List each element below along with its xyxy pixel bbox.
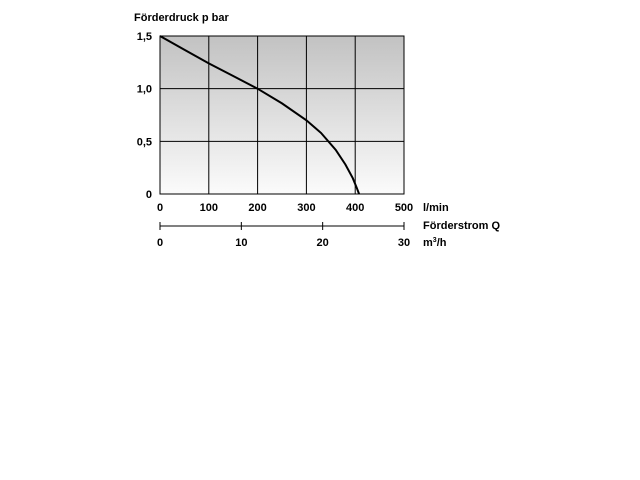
x-tick-label-3: 300 [297,202,315,214]
series-line-pump-curve [159,35,361,195]
x-tick-label-4: 400 [346,202,364,214]
y-tick-labels: 0 0,5 1,0 1,5 [137,31,152,201]
x-tick-label-2: 200 [248,202,266,214]
x2-axis-unit: m3/h [423,237,447,249]
x-axis-title: Förderstrom Q [423,220,500,232]
plot-area [159,35,405,195]
y-tick-label-2: 1,0 [137,84,152,96]
x-tick-labels: 0 100 200 300 400 500 [157,202,413,214]
x-tick-label-1: 100 [200,202,218,214]
x2-tick-label-2: 20 [317,237,329,249]
y-tick-label-0: 0 [146,189,152,201]
secondary-x-ticks: 0 10 20 30 [157,222,410,249]
x2-tick-label-0: 0 [157,237,163,249]
y-tick-label-1: 0,5 [137,136,152,148]
y-tick-label-3: 1,5 [137,31,152,43]
x-tick-label-0: 0 [157,202,163,214]
x-tick-label-5: 500 [395,202,413,214]
x2-tick-label-1: 10 [235,237,247,249]
x-axis-unit-lmin: l/min [423,202,449,214]
grid [160,36,404,194]
x2-tick-label-3: 30 [398,237,410,249]
y-axis-title: Förderdruck p bar [134,12,229,24]
